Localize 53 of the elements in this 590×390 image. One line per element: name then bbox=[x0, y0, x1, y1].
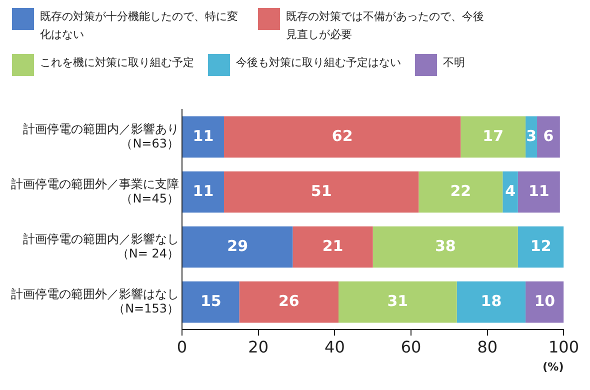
data-label: 11 bbox=[528, 182, 550, 200]
legend-label: 不明 bbox=[443, 55, 465, 71]
data-label: 51 bbox=[310, 182, 332, 200]
data-label: 4 bbox=[505, 182, 516, 200]
data-label: 11 bbox=[192, 182, 214, 200]
bar bbox=[182, 226, 293, 268]
legend-label: 今後も対策に取り組む予定はない bbox=[236, 55, 401, 71]
data-label: 17 bbox=[482, 126, 504, 145]
bar bbox=[182, 281, 240, 323]
bar bbox=[502, 171, 518, 213]
bar bbox=[182, 116, 224, 158]
y-tick-label: 計画停電の範囲内／影響あり（N=63） bbox=[23, 122, 179, 150]
data-label: 22 bbox=[450, 182, 472, 200]
bar bbox=[518, 171, 560, 213]
legend-label: 既存の対策が十分機能したので、特に変化はない bbox=[40, 9, 239, 43]
legend-label: 既存の対策では不備があったので、今後見直しが必要 bbox=[286, 9, 485, 43]
y-tick-label: 計画停電の範囲内／影響なし（N= 24） bbox=[23, 232, 179, 260]
x-tick-label: 20 bbox=[248, 337, 269, 356]
bar bbox=[537, 116, 560, 158]
data-label: 11 bbox=[192, 126, 214, 145]
legend-label: これを機に対策に取り組む予定 bbox=[40, 55, 194, 71]
data-label: 3 bbox=[526, 126, 536, 145]
x-axis-title: (%) bbox=[542, 360, 564, 374]
bar bbox=[224, 116, 461, 158]
x-tick-label: 0 bbox=[176, 337, 188, 356]
data-label: 10 bbox=[534, 292, 556, 310]
bar bbox=[460, 116, 526, 158]
x-tick-label: 80 bbox=[477, 337, 498, 356]
bar bbox=[418, 171, 503, 213]
data-label: 26 bbox=[278, 292, 300, 310]
bar bbox=[518, 226, 564, 268]
bar bbox=[182, 171, 224, 213]
data-label: 12 bbox=[530, 236, 552, 255]
bar bbox=[338, 281, 457, 323]
data-label: 21 bbox=[322, 236, 344, 255]
x-tick-label: 40 bbox=[324, 337, 345, 356]
x-tick-label: 100 bbox=[548, 337, 580, 356]
bar bbox=[526, 281, 564, 323]
bar bbox=[224, 171, 419, 213]
data-label: 38 bbox=[434, 236, 456, 255]
data-label: 29 bbox=[227, 236, 248, 255]
bar bbox=[372, 226, 518, 268]
bar bbox=[456, 281, 526, 323]
data-label: 62 bbox=[332, 126, 353, 145]
data-label: 18 bbox=[480, 292, 502, 310]
data-label: 6 bbox=[543, 126, 554, 145]
y-tick-label: 計画停電の範囲外／影響はなし（N=153） bbox=[11, 287, 179, 316]
y-tick-label: 計画停電の範囲外／事業に支障（N=45） bbox=[11, 176, 179, 206]
data-label: 15 bbox=[200, 292, 222, 310]
bar bbox=[239, 281, 339, 323]
data-label: 31 bbox=[387, 292, 408, 310]
x-tick-label: 60 bbox=[400, 337, 422, 356]
bar bbox=[292, 226, 373, 268]
